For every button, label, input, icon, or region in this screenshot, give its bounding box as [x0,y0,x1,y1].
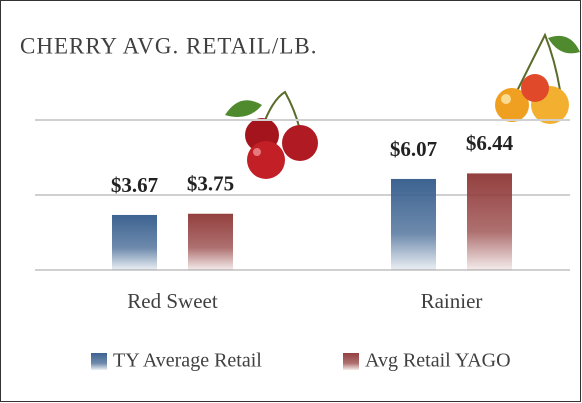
value-label: $6.44 [466,131,514,155]
bar [467,173,512,270]
x-tick-label: Red Sweet [127,289,218,313]
chart-title: CHERRY AVG. RETAIL/LB. [20,33,317,58]
value-label: $6.07 [390,137,437,161]
bar [188,214,233,270]
legend-label: TY Average Retail [113,350,262,372]
legend-swatch [91,353,107,370]
legend-swatch [343,353,359,370]
value-label: $3.75 [187,172,234,196]
legend-label: Avg Retail YAGO [365,350,511,372]
bar [391,179,436,270]
x-tick-label: Rainier [421,289,483,313]
chart: CHERRY AVG. RETAIL/LB. Red Sweet $3.67 $3.… [0,0,582,403]
bar [112,215,157,270]
value-label: $3.67 [111,173,158,197]
